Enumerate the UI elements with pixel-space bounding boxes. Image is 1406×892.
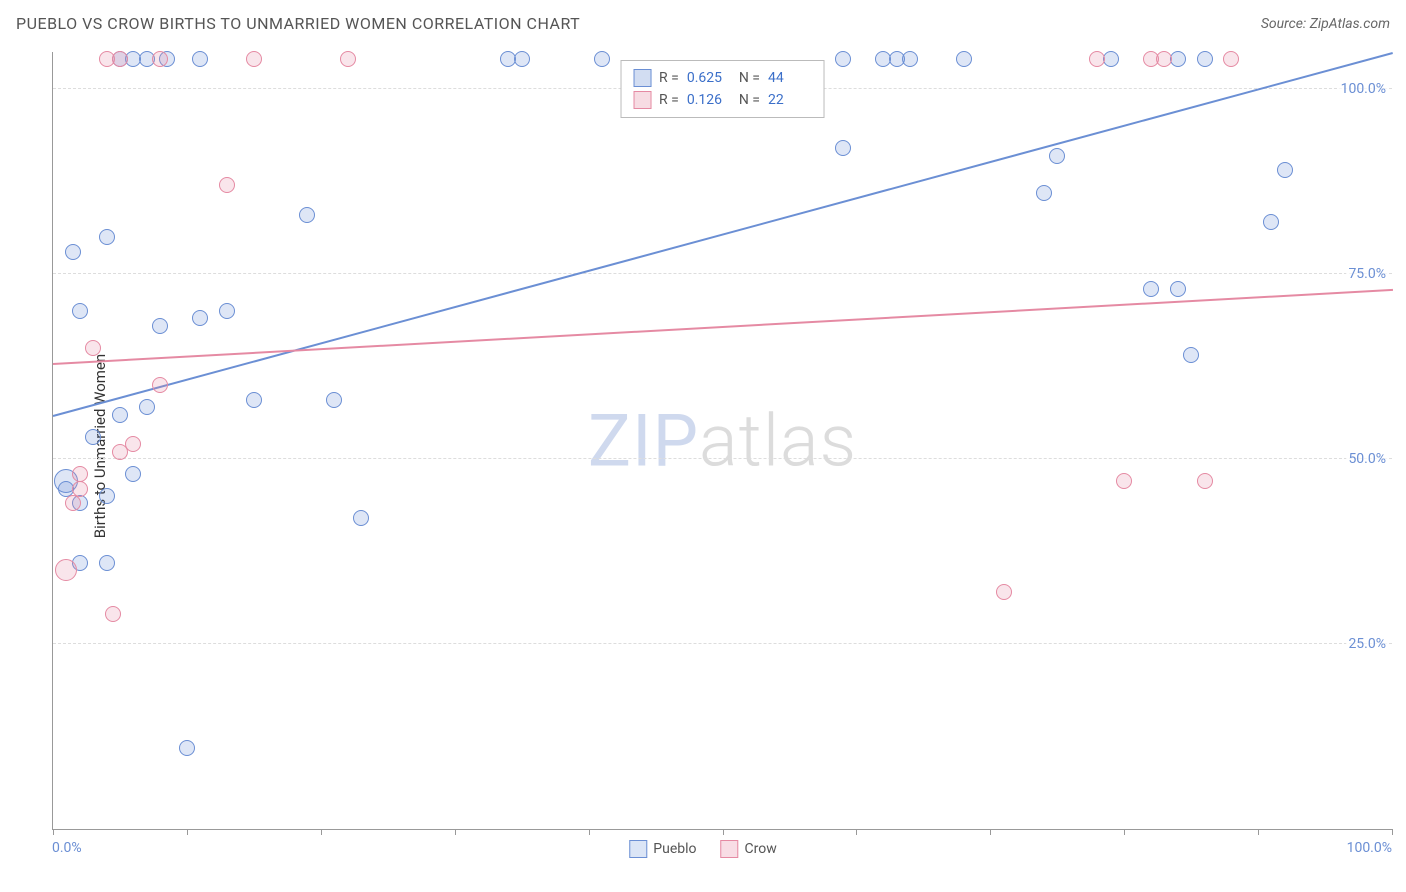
x-tick (856, 829, 857, 835)
stat-n-label: N = (739, 89, 760, 111)
x-tick (990, 829, 991, 835)
x-tick (321, 829, 322, 835)
data-point (99, 555, 115, 571)
data-point (192, 310, 208, 326)
x-tick (187, 829, 188, 835)
gridline (53, 273, 1392, 274)
data-point (112, 51, 128, 67)
data-point (1116, 473, 1132, 489)
stat-n-label: N = (739, 67, 760, 89)
stat-n-value: 44 (768, 67, 812, 89)
data-point (1170, 281, 1186, 297)
data-point (179, 740, 195, 756)
legend-item: Pueblo (629, 840, 696, 858)
watermark-part2: atlas (699, 398, 857, 483)
data-point (835, 51, 851, 67)
data-point (72, 481, 88, 497)
data-point (152, 318, 168, 334)
data-point (299, 207, 315, 223)
data-point (99, 488, 115, 504)
source-label: Source: ZipAtlas.com (1261, 16, 1390, 32)
x-tick (589, 829, 590, 835)
data-point (85, 429, 101, 445)
data-point (1089, 51, 1105, 67)
x-tick (1392, 829, 1393, 835)
data-point (1036, 185, 1052, 201)
legend-swatch (629, 840, 647, 858)
data-point (1197, 473, 1213, 489)
data-point (1183, 347, 1199, 363)
data-point (1263, 214, 1279, 230)
data-point (1049, 148, 1065, 164)
data-point (65, 244, 81, 260)
x-axis-max-label: 100.0% (1347, 840, 1392, 856)
data-point (125, 466, 141, 482)
data-point (72, 466, 88, 482)
legend-label: Crow (745, 841, 777, 857)
data-point (514, 51, 530, 67)
data-point (1197, 51, 1213, 67)
x-tick (723, 829, 724, 835)
x-axis-min-label: 0.0% (52, 840, 82, 856)
legend-item: Crow (721, 840, 777, 858)
stats-row: R = 0.126 N = 22 (633, 89, 812, 111)
x-tick (1124, 829, 1125, 835)
gridline (53, 643, 1392, 644)
data-point (85, 340, 101, 356)
data-point (1156, 51, 1172, 67)
x-tick (1258, 829, 1259, 835)
data-point (125, 436, 141, 452)
data-point (139, 399, 155, 415)
data-point (956, 51, 972, 67)
data-point (112, 407, 128, 423)
data-point (594, 51, 610, 67)
y-tick-label: 75.0% (1346, 266, 1388, 282)
y-tick-label: 25.0% (1346, 636, 1388, 652)
x-tick (455, 829, 456, 835)
data-point (152, 51, 168, 67)
legend-swatch (721, 840, 739, 858)
legend-swatch (633, 69, 651, 87)
data-point (326, 392, 342, 408)
y-tick-label: 50.0% (1346, 451, 1388, 467)
watermark-part1: ZIP (588, 398, 699, 483)
data-point (99, 229, 115, 245)
x-tick (53, 829, 54, 835)
data-point (1143, 281, 1159, 297)
watermark: ZIPatlas (588, 398, 857, 483)
data-point (152, 377, 168, 393)
data-point (1223, 51, 1239, 67)
stat-r-value: 0.126 (687, 89, 731, 111)
legend-bottom: Pueblo Crow (629, 840, 776, 858)
data-point (105, 606, 121, 622)
data-point (246, 392, 262, 408)
legend-label: Pueblo (653, 841, 696, 857)
data-point (353, 510, 369, 526)
data-point (902, 51, 918, 67)
chart-title: PUEBLO VS CROW BIRTHS TO UNMARRIED WOMEN… (16, 14, 580, 33)
data-point (1277, 162, 1293, 178)
data-point (996, 584, 1012, 600)
gridline (53, 458, 1392, 459)
data-point (835, 140, 851, 156)
stats-row: R = 0.625 N = 44 (633, 67, 812, 89)
data-point (65, 495, 81, 511)
data-point (55, 559, 77, 581)
scatter-plot: ZIPatlas 25.0% 50.0% 75.0% 100.0% R = 0.625 N … (52, 52, 1392, 830)
data-point (72, 303, 88, 319)
stat-r-label: R = (659, 89, 679, 111)
data-point (219, 303, 235, 319)
data-point (219, 177, 235, 193)
stats-legend: R = 0.625 N = 44 R = 0.126 N = 22 (620, 60, 825, 118)
y-tick-label: 100.0% (1339, 81, 1388, 97)
stat-r-label: R = (659, 67, 679, 89)
legend-swatch (633, 91, 651, 109)
data-point (340, 51, 356, 67)
data-point (246, 51, 262, 67)
data-point (192, 51, 208, 67)
stat-n-value: 22 (768, 89, 812, 111)
stat-r-value: 0.625 (687, 67, 731, 89)
